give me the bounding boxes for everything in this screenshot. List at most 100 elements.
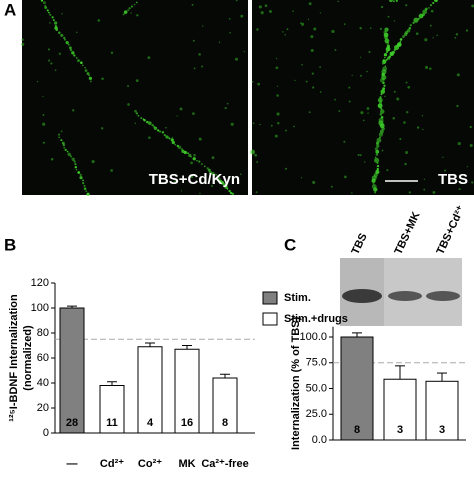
puncta <box>216 175 220 178</box>
puncta <box>432 37 434 39</box>
puncta <box>36 81 39 83</box>
puncta <box>235 0 238 2</box>
puncta <box>67 43 70 46</box>
puncta <box>177 145 182 150</box>
puncta <box>133 3 136 6</box>
puncta <box>192 39 195 42</box>
bar <box>137 346 163 434</box>
puncta <box>176 115 178 117</box>
puncta <box>369 27 372 29</box>
n-label: 28 <box>66 417 78 429</box>
puncta <box>86 192 90 196</box>
puncta <box>60 130 63 133</box>
puncta <box>63 146 66 149</box>
puncta <box>405 81 408 84</box>
puncta <box>376 167 379 171</box>
puncta <box>148 121 152 125</box>
puncta <box>425 65 429 69</box>
puncta <box>384 56 386 59</box>
puncta <box>110 169 113 172</box>
puncta <box>285 129 287 132</box>
puncta <box>171 140 175 145</box>
puncta <box>308 111 311 114</box>
puncta <box>293 125 295 128</box>
puncta <box>260 11 264 15</box>
puncta <box>200 163 203 166</box>
puncta <box>430 9 434 13</box>
puncta <box>42 114 45 116</box>
puncta <box>409 24 412 27</box>
puncta <box>300 177 303 179</box>
puncta <box>376 137 382 143</box>
puncta <box>413 17 419 23</box>
lane-label: TBS+MK <box>392 210 422 256</box>
puncta <box>54 69 57 72</box>
puncta <box>259 123 261 126</box>
panel-label: B <box>4 235 16 254</box>
puncta <box>51 16 54 19</box>
puncta <box>392 0 395 3</box>
puncta <box>69 155 73 158</box>
puncta <box>74 163 77 166</box>
puncta <box>48 59 51 62</box>
puncta <box>380 5 384 9</box>
puncta <box>226 102 229 105</box>
puncta <box>240 14 244 18</box>
puncta <box>366 107 370 110</box>
puncta <box>375 153 379 156</box>
puncta <box>286 28 289 31</box>
puncta <box>399 40 402 43</box>
puncta <box>378 136 381 139</box>
puncta <box>122 13 125 16</box>
puncta <box>367 112 369 114</box>
puncta <box>193 153 196 157</box>
puncta <box>239 173 242 176</box>
puncta <box>171 136 174 138</box>
puncta <box>359 27 362 30</box>
puncta <box>380 89 386 94</box>
puncta <box>319 91 322 93</box>
y-tick-label: 50.0 <box>306 382 327 394</box>
puncta <box>143 119 146 122</box>
puncta <box>153 126 158 130</box>
puncta <box>264 4 268 8</box>
puncta <box>360 111 364 115</box>
puncta <box>148 136 151 139</box>
puncta <box>60 33 64 37</box>
puncta <box>392 116 396 120</box>
puncta <box>331 29 335 33</box>
puncta <box>196 159 198 162</box>
puncta <box>191 3 194 6</box>
puncta <box>79 176 83 180</box>
puncta <box>389 0 393 3</box>
puncta <box>444 169 447 172</box>
puncta <box>228 189 231 193</box>
puncta <box>294 79 296 82</box>
puncta <box>405 151 409 154</box>
puncta <box>364 161 366 163</box>
legend-label: Stim.+drugs <box>284 313 348 325</box>
puncta <box>75 168 78 171</box>
puncta <box>42 1 46 5</box>
y-tick-label: 20 <box>37 402 49 414</box>
puncta <box>76 31 78 34</box>
puncta <box>379 27 383 30</box>
puncta <box>374 147 379 151</box>
puncta <box>275 57 278 60</box>
puncta <box>432 191 436 194</box>
puncta <box>67 152 71 157</box>
y-axis-label: (normalized) <box>22 325 34 391</box>
puncta <box>50 157 54 161</box>
puncta <box>128 7 131 10</box>
puncta <box>63 36 66 40</box>
puncta <box>123 10 128 14</box>
puncta <box>130 5 133 8</box>
puncta <box>258 5 262 9</box>
y-tick-label: 80 <box>37 327 49 339</box>
puncta <box>88 74 90 77</box>
puncta <box>395 0 398 2</box>
puncta <box>376 162 379 165</box>
n-label: 8 <box>354 424 360 436</box>
puncta <box>466 166 468 168</box>
